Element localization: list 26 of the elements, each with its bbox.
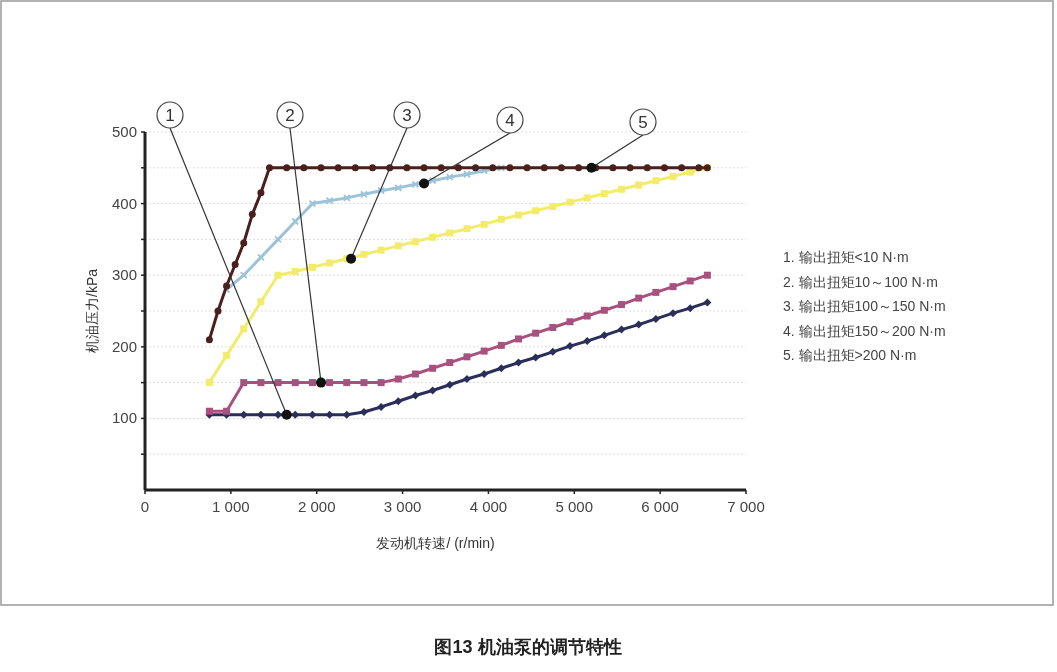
x-tick-label: 6 000 — [641, 498, 679, 515]
y-tick-label: 500 — [111, 123, 137, 140]
x-tick-label: 3 000 — [383, 498, 422, 515]
annotation: 3 — [402, 106, 412, 125]
text: 2. 输出扭矩10～100 N·m — [783, 273, 938, 290]
x-axis-title: 发动机转速/ (r/min) — [376, 535, 495, 551]
y-tick-label: 400 — [111, 194, 137, 212]
text: 3. 输出扭矩100～150 N·m — [783, 298, 946, 314]
x-tick-label: 5 000 — [555, 498, 594, 515]
x-tick-label: 1 000 — [212, 498, 250, 515]
text: 5. 输出扭矩>200 N·m — [783, 347, 917, 363]
x-tick-label: 4 000 — [469, 498, 508, 515]
y-axis-title: 机油压力/kPa — [84, 268, 100, 354]
annotation: 2 — [285, 106, 295, 125]
y-tick-label: 100 — [111, 409, 137, 427]
text: 4. 输出扭矩150～200 N·m — [783, 322, 946, 339]
y-tick-label: 200 — [111, 337, 137, 355]
x-tick-label: 0 — [140, 498, 150, 515]
annotation: 5 — [638, 113, 648, 132]
caption: 图13 机油泵的调节特性 — [434, 637, 622, 657]
annotation: 1 — [165, 106, 175, 125]
annotation: 4 — [505, 111, 515, 130]
text: 1. 输出扭矩<10 N·m — [783, 249, 909, 265]
x-tick-label: 7 000 — [727, 498, 765, 515]
x-tick-label: 2 000 — [297, 498, 336, 515]
y-tick-label: 300 — [111, 266, 137, 284]
